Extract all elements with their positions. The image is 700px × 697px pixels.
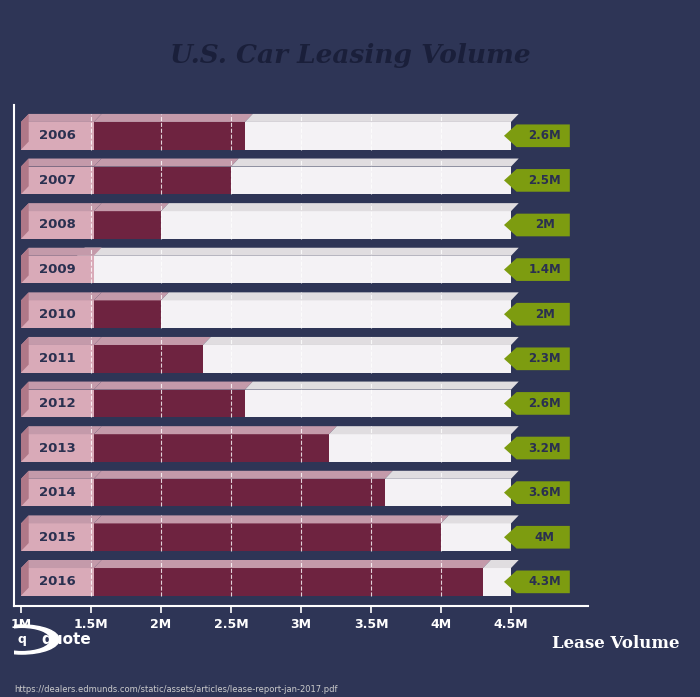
Polygon shape (161, 292, 519, 300)
Polygon shape (385, 470, 519, 479)
Polygon shape (21, 300, 94, 328)
Polygon shape (21, 426, 102, 434)
Polygon shape (161, 203, 519, 211)
Text: 2M: 2M (535, 307, 554, 321)
Polygon shape (21, 203, 102, 211)
Polygon shape (21, 381, 29, 418)
Polygon shape (77, 247, 519, 256)
Polygon shape (21, 292, 29, 328)
Text: quote: quote (41, 632, 91, 647)
Polygon shape (21, 470, 102, 479)
Polygon shape (504, 303, 570, 325)
Polygon shape (21, 122, 94, 150)
Polygon shape (21, 256, 94, 284)
Polygon shape (329, 426, 519, 434)
Polygon shape (94, 292, 169, 300)
Polygon shape (21, 114, 102, 122)
Polygon shape (94, 381, 253, 390)
Polygon shape (21, 523, 94, 551)
Polygon shape (21, 434, 94, 462)
Polygon shape (203, 337, 519, 345)
Polygon shape (94, 203, 169, 211)
Polygon shape (21, 345, 94, 373)
Polygon shape (504, 169, 570, 192)
Polygon shape (21, 203, 29, 239)
Text: U.S. Car Leasing Volume: U.S. Car Leasing Volume (169, 43, 531, 68)
Text: 2014: 2014 (39, 486, 76, 499)
Polygon shape (77, 247, 102, 256)
Text: 2007: 2007 (39, 174, 76, 187)
Polygon shape (483, 560, 519, 568)
Text: 2010: 2010 (39, 307, 76, 321)
Text: 4M: 4M (535, 530, 554, 544)
Polygon shape (94, 560, 491, 568)
Polygon shape (504, 125, 570, 147)
Polygon shape (21, 158, 102, 167)
Polygon shape (94, 337, 211, 345)
Circle shape (0, 629, 49, 650)
Text: 2M: 2M (535, 218, 554, 231)
Polygon shape (21, 337, 29, 373)
Polygon shape (21, 470, 29, 507)
Text: 3.6M: 3.6M (528, 486, 561, 499)
Polygon shape (21, 292, 102, 300)
Text: Lease Volume: Lease Volume (552, 635, 679, 652)
Polygon shape (504, 348, 570, 370)
Polygon shape (504, 482, 570, 504)
Text: 2015: 2015 (39, 530, 76, 544)
Text: 2006: 2006 (39, 129, 76, 142)
Polygon shape (21, 568, 94, 596)
Polygon shape (94, 158, 239, 167)
Text: 2.6M: 2.6M (528, 129, 561, 142)
Polygon shape (21, 560, 102, 568)
Polygon shape (21, 247, 29, 284)
Text: 2011: 2011 (39, 352, 76, 365)
Circle shape (0, 625, 59, 654)
Text: 2.6M: 2.6M (528, 397, 561, 410)
Polygon shape (21, 167, 94, 194)
Text: 2013: 2013 (39, 441, 76, 454)
Text: 2.5M: 2.5M (528, 174, 561, 187)
Polygon shape (504, 437, 570, 459)
Polygon shape (21, 211, 94, 239)
Polygon shape (21, 158, 29, 194)
Polygon shape (21, 515, 102, 523)
Text: 2016: 2016 (39, 575, 76, 588)
Polygon shape (504, 526, 570, 549)
Polygon shape (94, 515, 449, 523)
Polygon shape (94, 426, 337, 434)
Text: 4.3M: 4.3M (528, 575, 561, 588)
Text: 2008: 2008 (39, 218, 76, 231)
Polygon shape (245, 381, 519, 390)
Polygon shape (504, 259, 570, 281)
Polygon shape (94, 114, 253, 122)
Polygon shape (21, 247, 102, 256)
Polygon shape (21, 515, 29, 551)
Polygon shape (21, 390, 94, 418)
Polygon shape (504, 214, 570, 236)
Polygon shape (504, 392, 570, 415)
Polygon shape (504, 571, 570, 593)
Polygon shape (21, 560, 29, 596)
Text: 1.4M: 1.4M (528, 263, 561, 276)
Polygon shape (21, 381, 102, 390)
Polygon shape (441, 515, 519, 523)
Polygon shape (21, 479, 94, 507)
Polygon shape (94, 470, 393, 479)
Text: 3.2M: 3.2M (528, 441, 561, 454)
Polygon shape (21, 426, 29, 462)
Text: https://dealers.edmunds.com/static/assets/articles/lease-report-jan-2017.pdf: https://dealers.edmunds.com/static/asset… (14, 684, 337, 694)
Polygon shape (245, 114, 519, 122)
Text: q: q (18, 633, 27, 646)
Polygon shape (231, 158, 519, 167)
Text: 2.3M: 2.3M (528, 352, 561, 365)
Polygon shape (21, 114, 29, 150)
Polygon shape (21, 337, 102, 345)
Text: 2012: 2012 (39, 397, 76, 410)
Text: 2009: 2009 (39, 263, 76, 276)
